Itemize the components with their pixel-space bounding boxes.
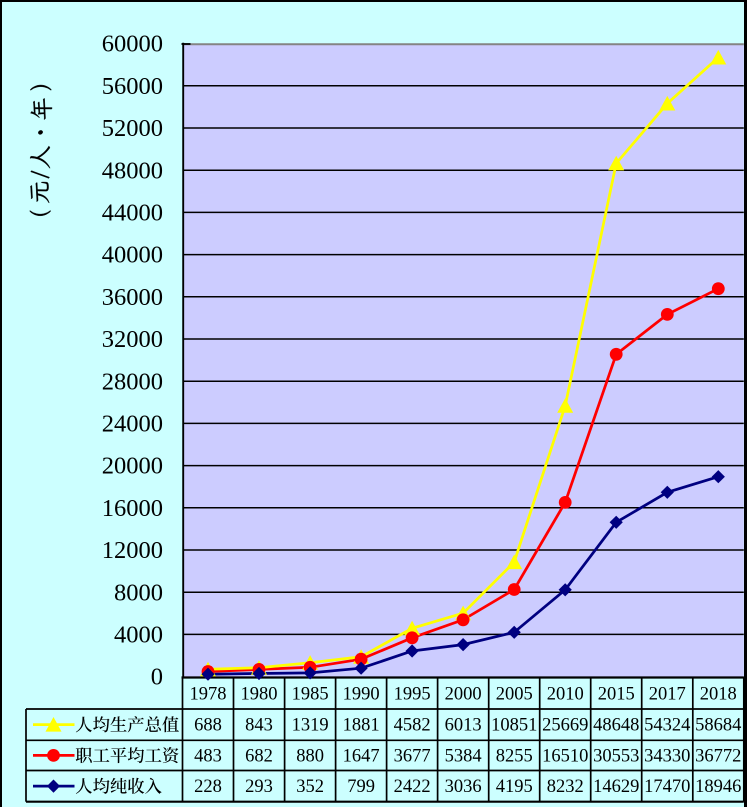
- svg-text:44000: 44000: [102, 200, 163, 227]
- svg-text:24000: 24000: [102, 411, 163, 438]
- svg-text:8000: 8000: [114, 579, 163, 606]
- svg-text:12000: 12000: [102, 537, 163, 564]
- svg-text:18946: 18946: [695, 777, 741, 797]
- svg-text:843: 843: [245, 716, 273, 736]
- svg-text:30553: 30553: [593, 746, 639, 766]
- svg-text:8232: 8232: [547, 777, 584, 797]
- svg-text:2015: 2015: [598, 684, 635, 704]
- svg-text:688: 688: [194, 716, 222, 736]
- svg-text:293: 293: [245, 777, 273, 797]
- svg-text:1319: 1319: [292, 716, 329, 736]
- svg-text:36000: 36000: [102, 284, 163, 311]
- svg-text:682: 682: [245, 746, 273, 766]
- svg-text:2000: 2000: [445, 684, 482, 704]
- svg-text:54324: 54324: [644, 716, 690, 736]
- svg-text:352: 352: [296, 777, 324, 797]
- svg-text:2005: 2005: [496, 684, 533, 704]
- svg-text:58684: 58684: [695, 716, 741, 736]
- svg-text:4000: 4000: [114, 622, 163, 649]
- svg-text:1995: 1995: [394, 684, 431, 704]
- svg-text:8255: 8255: [496, 746, 533, 766]
- svg-text:17470: 17470: [644, 777, 690, 797]
- svg-text:880: 880: [296, 746, 324, 766]
- svg-text:483: 483: [194, 746, 222, 766]
- svg-text:3036: 3036: [445, 777, 482, 797]
- svg-text:0: 0: [151, 664, 163, 691]
- svg-text:2422: 2422: [394, 777, 431, 797]
- svg-text:4195: 4195: [496, 777, 533, 797]
- svg-text:34330: 34330: [644, 746, 690, 766]
- svg-text:28000: 28000: [102, 368, 163, 395]
- svg-text:48000: 48000: [102, 157, 163, 184]
- svg-text:25669: 25669: [542, 716, 588, 736]
- svg-text:799: 799: [347, 777, 375, 797]
- svg-text:20000: 20000: [102, 453, 163, 480]
- svg-text:16000: 16000: [102, 495, 163, 522]
- svg-text:10851: 10851: [491, 716, 537, 736]
- svg-text:1980: 1980: [241, 684, 278, 704]
- svg-text:2017: 2017: [649, 684, 686, 704]
- svg-text:16510: 16510: [542, 746, 588, 766]
- svg-text:32000: 32000: [102, 326, 163, 353]
- svg-text:60000: 60000: [102, 31, 163, 58]
- svg-text:5384: 5384: [445, 746, 482, 766]
- svg-text:36772: 36772: [695, 746, 741, 766]
- svg-text:6013: 6013: [445, 716, 482, 736]
- svg-text:52000: 52000: [102, 115, 163, 142]
- svg-text:1881: 1881: [343, 716, 380, 736]
- svg-text:228: 228: [194, 777, 222, 797]
- svg-text:48648: 48648: [593, 716, 639, 736]
- svg-text:40000: 40000: [102, 242, 163, 269]
- svg-text:1990: 1990: [343, 684, 380, 704]
- svg-text:1985: 1985: [292, 684, 329, 704]
- svg-text:14629: 14629: [593, 777, 639, 797]
- svg-text:56000: 56000: [102, 73, 163, 100]
- svg-text:4582: 4582: [394, 716, 431, 736]
- svg-text:1647: 1647: [343, 746, 380, 766]
- svg-text:2018: 2018: [700, 684, 737, 704]
- svg-text:1978: 1978: [190, 684, 227, 704]
- svg-text:3677: 3677: [394, 746, 431, 766]
- svg-text:2010: 2010: [547, 684, 584, 704]
